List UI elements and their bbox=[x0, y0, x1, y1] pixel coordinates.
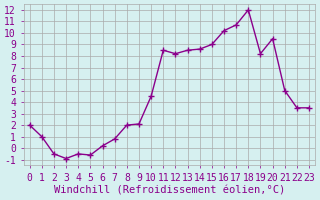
X-axis label: Windchill (Refroidissement éolien,°C): Windchill (Refroidissement éolien,°C) bbox=[54, 186, 285, 196]
